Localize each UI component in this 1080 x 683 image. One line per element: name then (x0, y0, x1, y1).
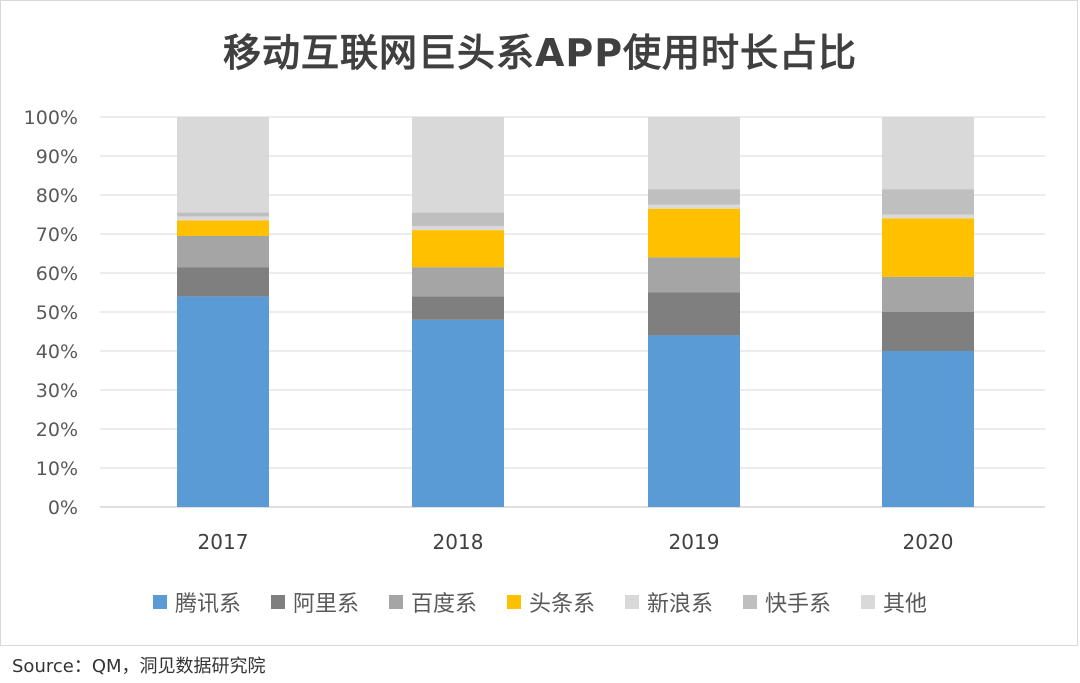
bar-segment (648, 257, 740, 293)
legend-swatch (270, 595, 285, 609)
chart-frame (0, 0, 1078, 646)
legend-label: 其他 (883, 592, 928, 617)
bar-segment (412, 212, 504, 227)
y-tick-label: 10% (36, 458, 78, 480)
legend-item: 头条系 (506, 586, 595, 618)
y-tick-label: 50% (36, 302, 78, 324)
y-tick-label: 70% (36, 224, 78, 246)
y-tick-label: 20% (36, 419, 78, 441)
bars (177, 117, 974, 507)
bar-segment (177, 212, 269, 217)
bar-segment (177, 235, 269, 268)
legend-item: 百度系 (388, 586, 477, 618)
bar-segment (648, 208, 740, 258)
bar-segment (177, 296, 269, 507)
bar-segment (882, 312, 974, 351)
bar-segment (882, 214, 974, 219)
y-tick-label: 0% (48, 497, 78, 519)
source-note: Source：QM，洞见数据研究院 (12, 656, 266, 677)
bar-segment (648, 189, 740, 205)
x-tick-label: 2019 (669, 530, 720, 554)
bar-segment (412, 267, 504, 297)
bar-segment (882, 351, 974, 507)
y-axis: 0% 10% 20% 30% 40% 50% 60% 70% 80% 90% 100% (24, 107, 78, 519)
y-tick-label: 80% (36, 185, 78, 207)
legend-label: 快手系 (765, 592, 832, 617)
bar-segment (882, 276, 974, 312)
bar-segment (882, 189, 974, 215)
bar-segment (177, 267, 269, 297)
bar-segment (412, 230, 504, 268)
bar-segment (412, 117, 504, 213)
legend-item: 新浪系 (625, 586, 713, 618)
legend-label: 新浪系 (647, 592, 714, 617)
bar-segment (177, 220, 269, 236)
bar-segment (177, 216, 269, 221)
bar-segment (412, 226, 504, 231)
legend-item: 快手系 (743, 586, 831, 618)
bar-segment (177, 117, 269, 213)
chart-title: 移动互联网巨头系APP使用时长占比 (222, 31, 858, 75)
bar-segment (648, 292, 740, 336)
y-tick-label: 90% (36, 146, 78, 168)
legend-label: 百度系 (410, 592, 477, 617)
legend-item: 阿里系 (270, 586, 359, 618)
x-tick-label: 2020 (903, 530, 954, 554)
legend-item: 其他 (861, 586, 927, 618)
bar-segment (648, 117, 740, 190)
legend-label: 头条系 (528, 592, 595, 617)
legend-item: 腾讯系 (152, 586, 241, 618)
stacked-bar-chart: 0%10%20%30%40%50%60%70%80%90%100% 2017 20… (24, 107, 1045, 554)
legend: 腾讯系 阿里系 百度系 头条系 新浪系 快手系 其他 (0, 586, 1080, 618)
y-tick-label: 40% (36, 341, 78, 363)
bar-segment (648, 204, 740, 209)
x-axis: 2017 2018 2019 2020 (198, 530, 954, 554)
legend-swatch (861, 595, 876, 609)
x-tick-label: 2017 (198, 530, 249, 554)
x-tick-label: 2018 (433, 530, 484, 554)
bar-segment (882, 218, 974, 277)
legend-label: 阿里系 (292, 592, 359, 617)
legend-swatch (743, 595, 758, 609)
y-tick-label: 60% (36, 263, 78, 285)
bar-segment (412, 296, 504, 320)
legend-swatch (506, 595, 521, 609)
legend-label: 腾讯系 (174, 592, 241, 617)
bar-segment (412, 319, 504, 507)
legend-swatch (388, 595, 403, 609)
y-tick-label: 30% (36, 380, 78, 402)
bar-segment (648, 335, 740, 507)
y-tick-label: 100% (24, 107, 78, 129)
legend-swatch (625, 595, 639, 609)
legend-swatch (152, 595, 167, 609)
bar-segment (882, 117, 974, 190)
